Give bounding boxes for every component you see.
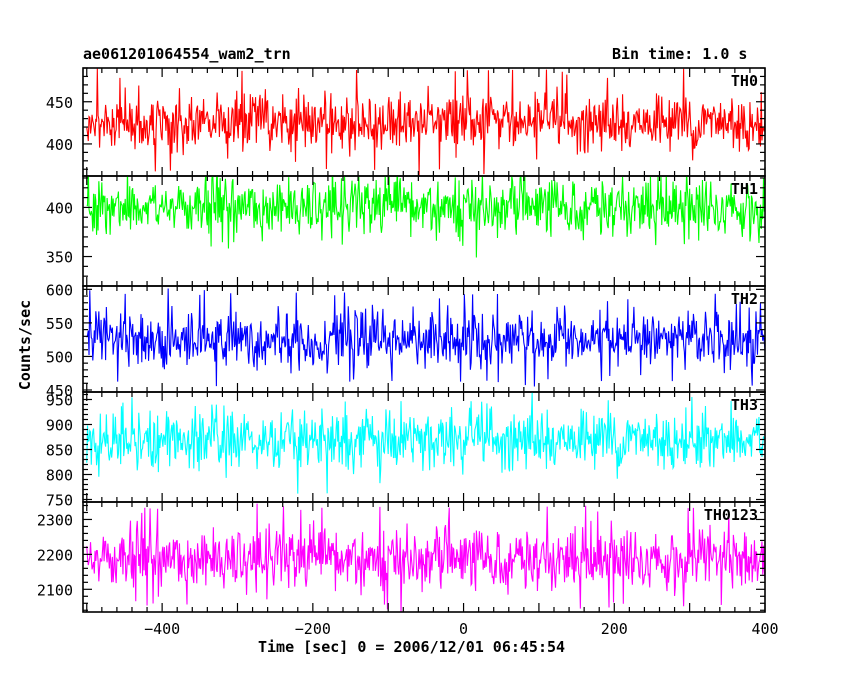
series-th0-line [86, 68, 765, 176]
y-tick-label-th0123: 2300 [37, 511, 73, 529]
x-axis-label: Time [sec] 0 = 2006/12/01 06:45:54 [258, 638, 566, 656]
y-tick-label-th2: 500 [46, 348, 73, 366]
series-label-th1: TH1 [731, 180, 758, 198]
x-tick-label: 0 [459, 620, 468, 638]
series-th0123-line [86, 503, 765, 612]
series-label-th0: TH0 [731, 72, 758, 90]
y-tick-label-th3: 850 [46, 442, 73, 460]
y-tick-label-th0: 450 [46, 94, 73, 112]
series-th1-line [86, 176, 765, 258]
panel-th1-frame [82, 175, 766, 287]
y-tick-label-th0123: 2200 [37, 546, 73, 564]
y-tick-label-th3: 800 [46, 467, 73, 485]
chart-title: ae061201064554_wam2_trn [83, 45, 291, 63]
bin-time-label: Bin time: 1.0 s [612, 45, 748, 63]
x-tick-label: 400 [751, 620, 778, 638]
y-tick-label-th1: 400 [46, 199, 73, 217]
y-tick-label-th2: 550 [46, 315, 73, 333]
x-tick-label: 200 [601, 620, 628, 638]
y-tick-label-th2: 450 [46, 382, 73, 400]
x-tick-label: −400 [144, 620, 180, 638]
y-tick-label-th3: 950 [46, 392, 73, 410]
series-label-th2: TH2 [731, 290, 758, 308]
panel-th0123-frame [82, 501, 766, 613]
y-tick-label-th1: 350 [46, 249, 73, 267]
x-tick-label: −200 [295, 620, 331, 638]
series-th2-line [86, 288, 765, 387]
y-tick-label-th3: 900 [46, 417, 73, 435]
series-label-th3: TH3 [731, 396, 758, 414]
y-axis-label: Counts/sec [16, 299, 34, 391]
y-tick-label-th2: 600 [46, 281, 73, 299]
series-label-th0123: TH0123 [704, 506, 758, 524]
y-tick-label-th0123: 2100 [37, 581, 73, 599]
y-tick-label-th0: 400 [46, 136, 73, 154]
series-th3-line [86, 392, 765, 494]
y-tick-label-th3: 750 [46, 492, 73, 510]
